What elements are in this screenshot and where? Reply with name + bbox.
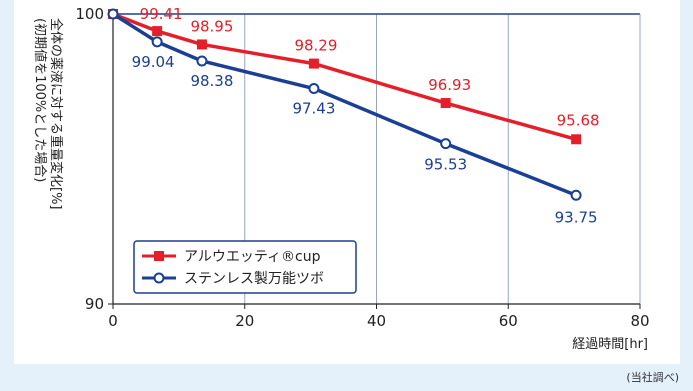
data-label: 99.41: [140, 5, 183, 23]
data-label: 95.53: [424, 156, 467, 174]
data-point: [152, 26, 163, 37]
data-label: 98.29: [294, 37, 337, 55]
data-point: [196, 39, 207, 50]
x-tick-label: 40: [367, 312, 386, 330]
y-axis-label: 全体の薬液に対する重量変化[%]: [48, 18, 64, 210]
data-point: [440, 138, 452, 150]
data-point: [308, 83, 320, 95]
data-label: 95.68: [557, 111, 600, 129]
y-axis-sublabel: (初期値を100%とした場合): [32, 18, 48, 182]
chart-card: 0 20 40 60 80 100 90 経過時間[hr] 全体の薬液に対する重量変化[%] (初…: [14, 0, 680, 364]
y-tick-label: 100: [75, 5, 104, 23]
data-label: 96.93: [428, 76, 471, 94]
legend-marker: [153, 272, 165, 284]
legend-label: ステンレス製万能ツボ: [184, 271, 324, 287]
data-point: [570, 189, 582, 201]
x-tick-label: 80: [630, 312, 649, 330]
data-point: [196, 55, 208, 67]
y-tick-label: 90: [85, 295, 104, 313]
data-point: [151, 36, 163, 48]
series-line-1: [112, 12, 577, 141]
x-axis-label: 経過時間[hr]: [572, 337, 648, 352]
line-chart: 0 20 40 60 80 100 90 経過時間[hr] 全体の薬液に対する重量変化[%](初…: [32, 5, 650, 352]
x-tick-label: 60: [499, 312, 518, 330]
data-label: 99.04: [132, 53, 175, 71]
legend-marker: [154, 251, 164, 261]
data-point: [308, 58, 319, 69]
data-point: [440, 98, 451, 109]
legend-label: アルウエッティ®cup: [184, 249, 321, 265]
source-note: (当社調べ): [626, 371, 679, 384]
data-point: [571, 134, 582, 145]
data-label: 98.38: [190, 72, 233, 90]
data-label: 98.95: [190, 17, 233, 35]
data-label: 93.75: [555, 208, 598, 226]
data-label: 97.43: [292, 100, 335, 118]
x-tick-label: 0: [108, 312, 118, 330]
series-line-2: [112, 12, 577, 197]
data-point: [107, 8, 119, 20]
legend: [133, 240, 357, 294]
x-tick-label: 20: [235, 312, 254, 330]
